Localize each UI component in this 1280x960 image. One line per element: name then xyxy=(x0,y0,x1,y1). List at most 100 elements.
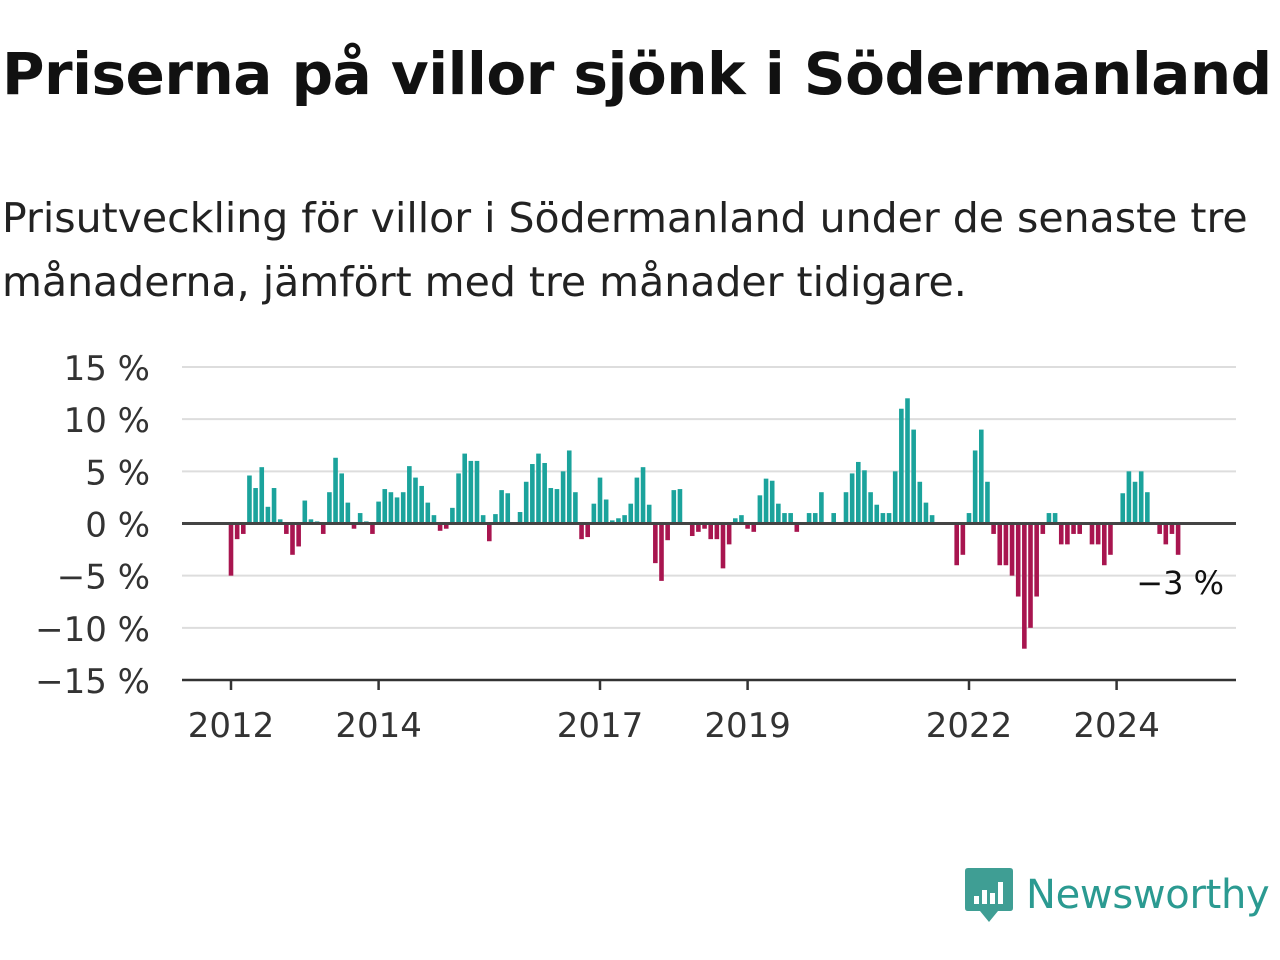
bar xyxy=(462,453,467,524)
bar xyxy=(308,519,314,524)
bar xyxy=(1102,523,1107,566)
bar xyxy=(739,515,744,524)
bar xyxy=(345,502,351,524)
chart-subtitle: Prisutveckling för villor i Södermanland… xyxy=(2,194,1248,306)
bar xyxy=(677,489,683,524)
bar xyxy=(1163,523,1169,545)
bar xyxy=(1126,471,1132,524)
bar xyxy=(702,523,707,529)
x-tick-label: 2019 xyxy=(704,706,791,746)
bar xyxy=(1132,481,1138,524)
bar xyxy=(997,523,1003,566)
y-tick-label: 10 % xyxy=(64,401,150,441)
bar xyxy=(856,461,861,524)
y-axis-tick-labels: 15 % 10 % 5 % 0 % −5 % −10 % −15 % xyxy=(35,349,150,702)
bar xyxy=(745,523,750,529)
bar xyxy=(542,462,547,524)
bar xyxy=(431,515,437,524)
bar xyxy=(597,477,603,524)
bar xyxy=(302,500,308,524)
bar xyxy=(443,523,449,529)
bar xyxy=(351,523,357,529)
bar xyxy=(640,467,646,524)
bar xyxy=(530,464,535,524)
bar xyxy=(585,523,590,538)
bar xyxy=(320,523,326,534)
bar xyxy=(259,467,265,524)
bar xyxy=(979,429,984,524)
bar xyxy=(886,513,892,524)
bar xyxy=(425,502,431,524)
bar xyxy=(868,492,873,524)
bar xyxy=(480,515,486,524)
bar xyxy=(560,471,566,524)
y-tick-label: 0 % xyxy=(85,506,150,546)
bar xyxy=(1138,471,1144,524)
bar xyxy=(1015,523,1021,597)
bar xyxy=(991,523,996,534)
x-tick-label: 2012 xyxy=(188,706,275,746)
bar xyxy=(1040,523,1046,534)
bar xyxy=(665,523,670,541)
bar xyxy=(1028,523,1033,628)
bar xyxy=(1120,493,1126,524)
y-tick-label: 5 % xyxy=(85,453,150,493)
bar xyxy=(671,490,677,524)
bar-chart: 15 %10 %5 %0 %−5 %−10 %−15 % 2012 2014 201… xyxy=(35,349,1236,746)
bar xyxy=(290,523,295,555)
bar xyxy=(880,513,886,524)
bar xyxy=(923,502,929,524)
brand-logo: Newsworthy xyxy=(964,866,1270,924)
bar xyxy=(689,523,695,537)
bar xyxy=(603,499,609,524)
bar xyxy=(696,523,701,532)
bar xyxy=(831,513,836,524)
bar xyxy=(966,513,972,524)
bar xyxy=(487,523,492,542)
bar xyxy=(911,429,916,524)
bar xyxy=(1077,523,1082,534)
bar xyxy=(437,523,443,531)
bar xyxy=(1108,523,1113,555)
bar xyxy=(450,507,455,524)
bar xyxy=(794,523,800,532)
bar xyxy=(517,512,523,524)
bar xyxy=(333,457,338,524)
bar xyxy=(905,398,910,524)
bar xyxy=(493,514,498,524)
bar xyxy=(972,450,978,524)
bar xyxy=(628,503,634,524)
bar xyxy=(892,471,898,524)
bar xyxy=(1058,523,1064,545)
bar xyxy=(554,489,560,524)
bar xyxy=(819,492,824,524)
bar xyxy=(1046,513,1052,524)
bar xyxy=(849,473,855,524)
bar xyxy=(1052,513,1058,524)
bar xyxy=(708,523,713,540)
bar xyxy=(776,503,781,524)
bar xyxy=(769,480,775,524)
bar xyxy=(573,492,578,524)
bar xyxy=(413,477,418,524)
bar xyxy=(407,466,412,524)
bar xyxy=(523,481,529,524)
x-axis-ticks: 2012 2014 2017 2019 2022 2024 xyxy=(188,680,1160,746)
annotations: −3 % xyxy=(1136,564,1224,602)
bar xyxy=(653,523,658,564)
bar xyxy=(726,523,732,545)
y-tick-label: 15 % xyxy=(64,349,150,389)
bar xyxy=(388,492,394,524)
bar xyxy=(468,460,474,524)
bar xyxy=(579,523,584,540)
y-tick-label: −5 % xyxy=(57,558,150,598)
bar xyxy=(382,489,388,524)
bar xyxy=(247,475,252,524)
newsworthy-logo-icon xyxy=(965,868,1013,922)
bar xyxy=(370,523,375,534)
bar xyxy=(296,523,301,547)
bar xyxy=(284,523,289,534)
bar xyxy=(505,493,511,524)
bar xyxy=(357,513,363,524)
bar xyxy=(985,481,990,524)
